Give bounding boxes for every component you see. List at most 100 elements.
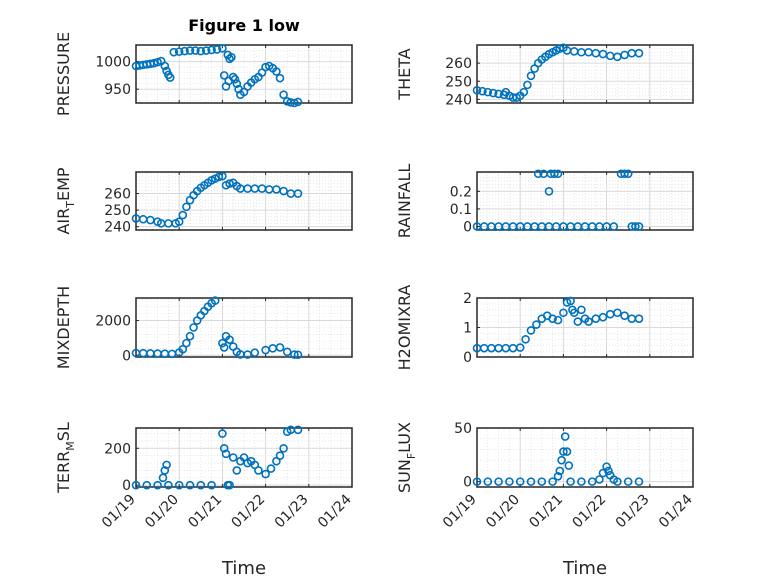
data-point xyxy=(634,477,644,486)
axes-box xyxy=(135,44,353,104)
data-point xyxy=(232,466,242,475)
data-point xyxy=(160,349,170,359)
data-point xyxy=(279,186,288,196)
data-point xyxy=(196,46,206,56)
data-point xyxy=(219,443,229,453)
data-point xyxy=(564,461,574,470)
data-point xyxy=(261,469,270,479)
data-point xyxy=(169,47,179,57)
data-point xyxy=(293,350,303,360)
x-tick-label: 01/23 xyxy=(613,492,653,532)
x-tick-label: 01/21 xyxy=(185,492,225,532)
data-point xyxy=(595,475,604,484)
data-point xyxy=(634,222,644,231)
data-point xyxy=(562,447,572,456)
data-point xyxy=(613,477,622,486)
y-tick-label: 260 xyxy=(104,187,131,203)
data-point xyxy=(174,480,184,490)
data-point xyxy=(293,97,303,107)
data-point xyxy=(160,466,170,475)
data-point xyxy=(627,314,637,323)
data-point xyxy=(227,52,236,62)
y-tick-label: 200 xyxy=(104,441,131,457)
data-point xyxy=(146,349,155,358)
x-tick-label: 01/20 xyxy=(142,492,182,532)
x-tick-label: 01/22 xyxy=(229,492,269,532)
data-point xyxy=(631,222,640,231)
data-point xyxy=(560,432,570,441)
y-tick-label: 0.2 xyxy=(450,184,472,200)
data-point xyxy=(605,309,615,319)
y-tick-label: 1 xyxy=(463,321,472,337)
data-point xyxy=(478,86,487,96)
data-point xyxy=(515,343,525,352)
data-point xyxy=(180,46,189,56)
data-point xyxy=(553,315,563,325)
data-point xyxy=(494,343,503,353)
data-point xyxy=(138,214,148,224)
data-point xyxy=(627,48,637,58)
y-tick-label: 0.1 xyxy=(450,202,472,218)
data-point xyxy=(279,443,288,453)
y-axis-label: PRESSURE xyxy=(54,32,73,116)
data-point xyxy=(225,480,234,490)
data-point xyxy=(602,462,611,471)
data-point xyxy=(178,344,188,354)
data-point xyxy=(577,477,586,486)
data-point xyxy=(537,477,547,486)
x-tick-label: 01/21 xyxy=(526,492,566,532)
data-point xyxy=(153,480,162,490)
data-point xyxy=(501,343,511,353)
data-point xyxy=(557,455,566,465)
data-point xyxy=(544,187,554,196)
data-point xyxy=(201,46,211,55)
y-tick-label: 1000 xyxy=(95,55,131,71)
data-point xyxy=(219,343,229,352)
subplot-6: 0 1 2 H2OMIXRA xyxy=(395,285,694,370)
data-point xyxy=(279,90,288,100)
data-point xyxy=(219,71,229,80)
data-point xyxy=(604,466,613,476)
data-point xyxy=(210,296,220,305)
x-tick-label: 01/19 xyxy=(440,492,480,532)
data-point xyxy=(268,344,278,353)
data-point xyxy=(266,464,276,473)
y-tick-label: 240 xyxy=(104,220,131,236)
data-point xyxy=(212,45,222,54)
data-point xyxy=(553,471,563,481)
y-tick-label: 50 xyxy=(454,421,472,437)
chart-title: Figure 1 low xyxy=(188,16,300,35)
data-point xyxy=(555,466,565,476)
data-point xyxy=(225,335,234,344)
subplot-1: 950 1000 PRESSURE Figure 1 low xyxy=(54,16,353,116)
data-point xyxy=(293,425,303,435)
data-point xyxy=(488,88,498,98)
y-tick-label: 0 xyxy=(463,475,472,491)
y-axis-label: MIXDEPTH xyxy=(54,286,73,369)
data-point xyxy=(142,480,152,490)
data-point xyxy=(577,47,586,57)
x-tick-label: 01/23 xyxy=(272,492,312,532)
data-point xyxy=(189,323,198,332)
y-tick-label: 2000 xyxy=(95,314,131,330)
y-tick-label: 250 xyxy=(104,203,131,219)
data-point xyxy=(178,210,188,220)
data-point xyxy=(483,477,493,486)
subplot-8: 0 50 01/19 01/20 01/21 01/22 01/23 01/24 SUNFLUX… xyxy=(395,421,696,579)
data-point xyxy=(146,215,155,225)
data-point xyxy=(149,58,159,68)
data-point xyxy=(620,169,629,179)
data-point xyxy=(160,61,170,71)
data-point xyxy=(553,169,563,179)
data-point xyxy=(290,350,299,359)
data-point xyxy=(472,86,482,95)
data-point xyxy=(214,172,224,182)
data-point xyxy=(153,57,162,67)
data-point xyxy=(598,49,608,59)
axes-box xyxy=(476,427,694,488)
data-point xyxy=(218,338,227,348)
y-axis-label: RAINFALL xyxy=(395,164,414,239)
data-point xyxy=(526,477,536,486)
data-point xyxy=(165,73,175,82)
